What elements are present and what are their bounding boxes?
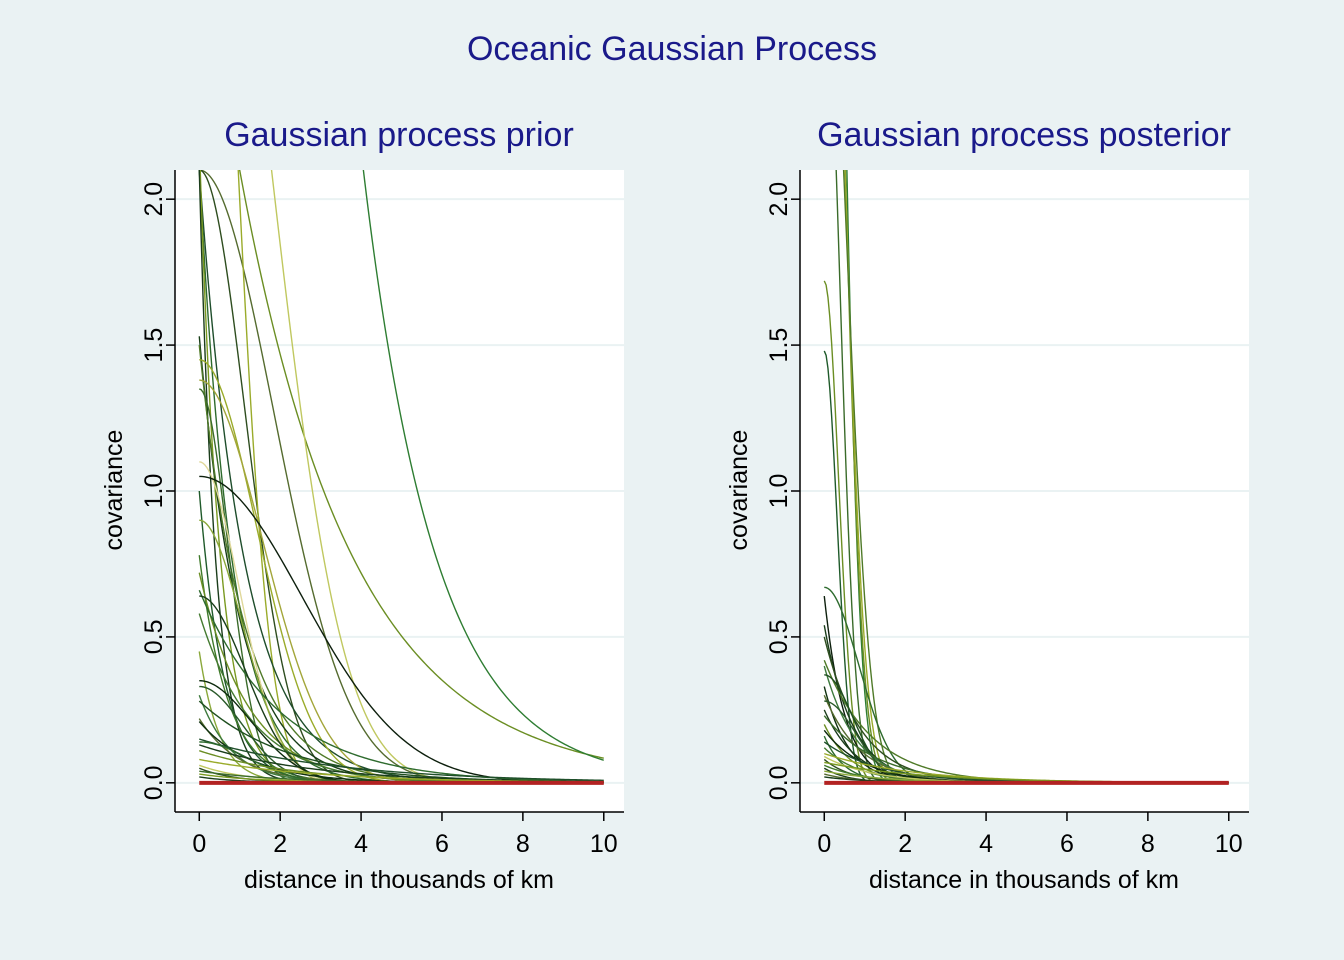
y-tick-label: 2.0 xyxy=(765,182,793,217)
figure-title: Oceanic Gaussian Process xyxy=(467,30,877,68)
x-tick-label: 10 xyxy=(1215,830,1243,858)
covariance-curve xyxy=(199,738,604,781)
y-axis-label: covariance xyxy=(725,430,753,551)
x-tick-label: 4 xyxy=(354,830,368,858)
y-tick-label: 0.5 xyxy=(140,620,168,655)
x-tick-label: 0 xyxy=(817,830,831,858)
x-tick-label: 8 xyxy=(1141,830,1155,858)
prior-panel: 0.0 0.5 1.0 1.5 2.0 0 2 4 6 8 10 Gaussian process p… xyxy=(100,116,624,894)
y-tick-label: 2.0 xyxy=(140,182,168,217)
y-tick-label: 1.0 xyxy=(765,474,793,509)
y-axis-label: covariance xyxy=(100,430,128,551)
x-tick-label: 8 xyxy=(516,830,530,858)
x-tick-label: 2 xyxy=(273,830,287,858)
panel-title: Gaussian process posterior xyxy=(817,116,1231,154)
x-tick-label: 4 xyxy=(979,830,993,858)
x-tick-label: 6 xyxy=(1060,830,1074,858)
x-tick-label: 6 xyxy=(435,830,449,858)
x-tick-label: 10 xyxy=(590,830,618,858)
y-tick-label: 1.5 xyxy=(765,328,793,363)
covariance-curve xyxy=(198,589,604,783)
y-tick-label: 1.0 xyxy=(140,474,168,509)
covariance-curve xyxy=(238,170,604,759)
x-tick-label: 2 xyxy=(898,830,912,858)
x-axis-label: distance in thousands of km xyxy=(244,866,554,894)
panel-title: Gaussian process prior xyxy=(224,116,574,154)
y-tick-label: 0.0 xyxy=(765,765,793,800)
y-tick-label: 1.5 xyxy=(140,328,168,363)
x-tick-label: 0 xyxy=(192,830,206,858)
x-axis-label: distance in thousands of km xyxy=(869,866,1179,894)
covariance-curve xyxy=(362,170,604,761)
y-tick-label: 0.5 xyxy=(765,620,793,655)
y-tick-label: 0.0 xyxy=(140,765,168,800)
posterior-panel: 0.0 0.5 1.0 1.5 2.0 0 2 4 6 8 10 Gaussian process p… xyxy=(725,116,1249,894)
